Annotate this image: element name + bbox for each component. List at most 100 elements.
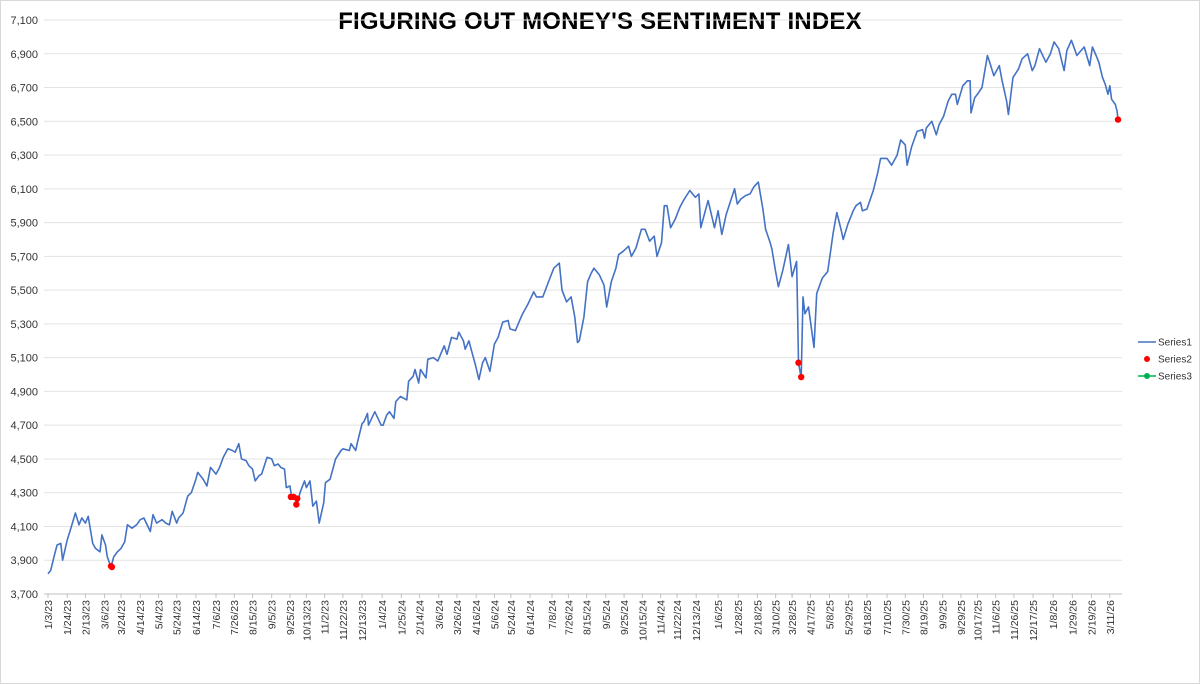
- x-tick-label: 7/30/25: [900, 600, 912, 635]
- y-tick-label: 5,500: [10, 285, 38, 297]
- x-tick-label: 9/29/25: [956, 600, 968, 635]
- x-tick-label: 9/5/24: [601, 600, 613, 629]
- y-tick-label: 5,100: [10, 353, 38, 365]
- x-tick-label: 7/6/23: [211, 600, 223, 629]
- chart-title: FIGURING OUT MONEY'S SENTIMENT INDEX: [338, 8, 862, 35]
- x-tick-label: 11/22/23: [338, 600, 350, 640]
- x-tick-label: 3/11/26: [1105, 600, 1117, 634]
- legend-label: Series1: [1158, 338, 1192, 349]
- x-tick-label: 10/15/24: [637, 600, 649, 641]
- x-tick-label: 4/16/24: [471, 600, 483, 635]
- x-tick-label: 5/29/25: [844, 600, 856, 635]
- x-tick-label: 11/26/25: [1009, 600, 1021, 640]
- legend-swatch-marker: [1144, 373, 1150, 379]
- x-tick-label: 11/22/24: [672, 600, 684, 640]
- legend-label: Series2: [1158, 355, 1192, 366]
- x-tick-label: 6/14/24: [525, 600, 537, 635]
- x-tick-label: 12/17/25: [1028, 600, 1040, 641]
- data-point: [108, 563, 116, 571]
- x-tick-label: 3/6/23: [100, 600, 112, 629]
- legend-item: Series1: [1138, 338, 1192, 349]
- x-tick-label: 8/15/23: [248, 600, 260, 635]
- y-tick-label: 5,300: [10, 319, 38, 331]
- y-tick-label: 5,700: [10, 251, 38, 263]
- x-tick-label: 3/10/25: [771, 600, 783, 635]
- y-tick-label: 7,100: [10, 15, 38, 27]
- x-tick-label: 11/4/24: [656, 600, 668, 634]
- x-tick-label: 3/6/24: [434, 600, 446, 629]
- x-tick-label: 1/25/24: [396, 600, 408, 635]
- y-tick-label: 3,900: [10, 555, 38, 567]
- x-tick-label: 3/28/25: [787, 600, 799, 635]
- x-tick-label: 7/8/24: [547, 600, 559, 629]
- x-tick-label: 9/25/23: [285, 600, 297, 635]
- series-line: [47, 39, 1119, 575]
- x-tick-label: 2/19/26: [1087, 600, 1099, 635]
- legend-item: Series3: [1138, 372, 1192, 383]
- y-axis-ticks: 3,700 3,900 4,100 4,300 4,500 4,700 4,900 5,100…: [10, 15, 38, 601]
- x-tick-label: 7/26/23: [229, 600, 241, 635]
- series-1: [47, 39, 1119, 575]
- y-tick-label: 4,100: [10, 521, 38, 533]
- x-tick-label: 12/13/23: [357, 600, 369, 641]
- x-tick-label: 10/13/23: [301, 600, 313, 641]
- gridlines: [44, 19, 1122, 561]
- x-tick-label: 2/18/25: [752, 600, 764, 635]
- x-tick-label: 9/9/25: [938, 600, 950, 629]
- y-tick-label: 3,700: [10, 589, 38, 601]
- x-tick-label: 7/26/24: [563, 600, 575, 635]
- legend: Series1 Series2 Series3: [1138, 338, 1192, 383]
- x-tick-label: 1/29/26: [1067, 600, 1079, 635]
- x-tick-label: 1/24/23: [62, 600, 74, 635]
- x-tick-label: 9/5/23: [267, 600, 279, 629]
- x-tick-label: 5/8/25: [825, 600, 837, 629]
- y-tick-label: 4,500: [10, 454, 38, 466]
- x-tick-label: 8/15/24: [582, 600, 594, 635]
- x-tick-label: 9/25/24: [619, 600, 631, 635]
- x-tick-label: 5/4/23: [153, 600, 165, 629]
- x-tick-label: 1/8/26: [1048, 600, 1060, 629]
- y-tick-label: 4,700: [10, 420, 38, 432]
- x-tick-label: 7/10/25: [882, 600, 894, 635]
- x-tick-label: 6/18/25: [862, 600, 874, 635]
- x-tick-label: 12/13/24: [691, 600, 703, 641]
- x-tick-label: 5/24/24: [506, 600, 518, 635]
- legend-swatch-marker: [1144, 356, 1150, 362]
- x-tick-label: 11/2/23: [320, 600, 332, 634]
- y-tick-label: 6,100: [10, 184, 38, 196]
- series-layer: [47, 39, 1122, 575]
- x-tick-label: 1/6/25: [713, 600, 725, 629]
- y-tick-label: 4,900: [10, 386, 38, 398]
- y-tick-label: 4,300: [10, 488, 38, 500]
- x-tick-label: 4/17/25: [805, 600, 817, 635]
- data-point: [795, 359, 802, 366]
- x-tick-label: 3/26/24: [452, 600, 464, 635]
- x-tick-label: 3/24/23: [116, 600, 128, 635]
- x-tick-label: 2/14/24: [415, 600, 427, 635]
- x-axis-ticks: 1/3/23 1/24/23 2/13/23 3/6/23 3/24/23 4/14/23…: [43, 594, 1117, 641]
- data-point: [294, 495, 301, 502]
- data-point: [797, 373, 805, 381]
- x-tick-label: 2/13/23: [80, 600, 92, 635]
- y-tick-label: 6,500: [10, 116, 38, 128]
- x-tick-label: 1/3/23: [43, 600, 55, 629]
- x-tick-label: 6/14/23: [191, 600, 203, 635]
- x-tick-label: 11/6/25: [991, 600, 1003, 634]
- x-tick-label: 10/17/25: [972, 600, 984, 641]
- y-tick-label: 6,300: [10, 150, 38, 162]
- x-tick-label: 5/24/23: [172, 600, 184, 635]
- x-tick-label: 1/4/24: [377, 600, 389, 629]
- legend-item: Series2: [1144, 355, 1192, 366]
- x-tick-label: 5/6/24: [489, 600, 501, 629]
- data-point: [293, 501, 300, 508]
- x-tick-label: 1/28/25: [733, 600, 745, 635]
- x-tick-label: 4/14/23: [135, 600, 147, 635]
- y-tick-label: 6,700: [10, 83, 38, 95]
- y-tick-label: 5,900: [10, 218, 38, 230]
- series-2: [107, 116, 1122, 571]
- x-tick-label: 8/19/25: [919, 600, 931, 635]
- data-point: [1114, 116, 1122, 123]
